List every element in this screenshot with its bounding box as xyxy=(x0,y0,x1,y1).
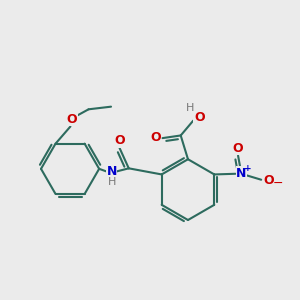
Text: H: H xyxy=(107,177,116,187)
Text: N: N xyxy=(236,167,247,180)
Text: N: N xyxy=(106,165,117,178)
Text: O: O xyxy=(194,111,205,124)
Text: O: O xyxy=(67,113,77,126)
Text: O: O xyxy=(263,174,274,187)
Text: H: H xyxy=(186,103,194,113)
Text: −: − xyxy=(272,176,283,190)
Text: O: O xyxy=(115,134,125,147)
Text: O: O xyxy=(150,131,160,144)
Text: O: O xyxy=(232,142,243,155)
Text: +: + xyxy=(244,164,252,173)
